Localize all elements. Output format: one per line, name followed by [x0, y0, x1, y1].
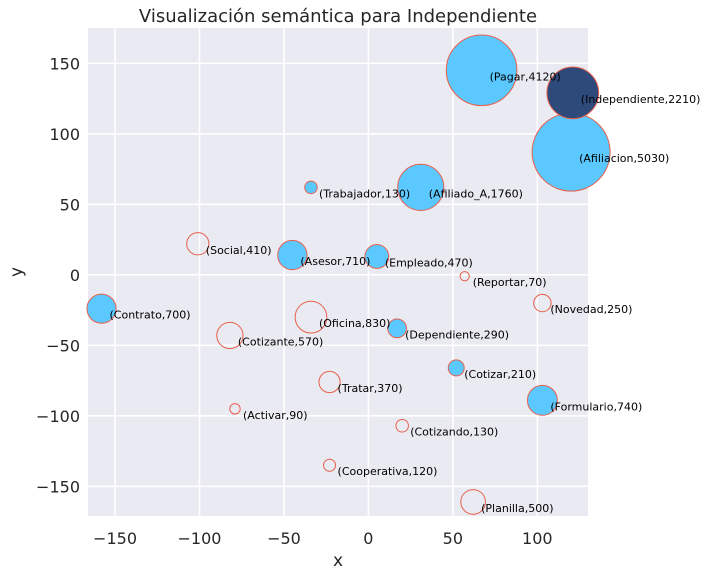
point-label: (Trabajador,130)	[319, 187, 410, 200]
point-label: (Pagar,4120)	[490, 70, 561, 83]
data-point	[387, 318, 407, 339]
y-tick-label: 150	[49, 54, 80, 73]
point-label: (Asesor,710)	[300, 255, 370, 268]
x-axis-label: x	[333, 551, 343, 571]
y-tick-label: −50	[46, 336, 80, 355]
x-tick-labels: −150 −100 −50 0 50 100	[93, 529, 553, 548]
point-labels: (Pagar,4120) (Independiente,2210) (Afiliac…	[110, 70, 701, 515]
plot-background	[88, 28, 588, 516]
point-label: (Empleado,470)	[385, 256, 473, 269]
point-label: (Cotizante,570)	[238, 335, 323, 348]
x-tick-label: −100	[178, 529, 222, 548]
point-label: (Social,410)	[206, 244, 272, 257]
data-point	[459, 271, 470, 282]
data-point	[323, 458, 337, 472]
chart-title: Visualización semántica para Independien…	[139, 6, 537, 27]
point-label: (Cotizar,210)	[464, 368, 536, 381]
x-tick-label: 0	[363, 529, 373, 548]
y-tick-label: 0	[70, 266, 80, 285]
data-point	[364, 244, 390, 269]
data-point	[533, 293, 552, 313]
point-label: (Tratar,370)	[338, 382, 403, 395]
x-tick-label: −50	[267, 529, 301, 548]
y-tick-labels: −150 −100 −50 0 50 100 150	[36, 54, 80, 496]
data-point	[397, 163, 445, 211]
point-label: (Novedad,250)	[550, 303, 632, 316]
data-points	[86, 34, 611, 515]
y-tick-label: −100	[36, 407, 80, 426]
data-point	[216, 321, 244, 350]
data-point	[395, 418, 409, 433]
point-label: (Oficina,830)	[319, 317, 390, 330]
y-tick-label: 100	[49, 125, 80, 144]
y-axis-label: y	[7, 267, 27, 277]
point-label: (Afiliacion,5030)	[579, 152, 669, 165]
point-label: (Planilla,500)	[481, 502, 553, 515]
x-tick-label: 50	[443, 529, 463, 548]
data-point	[86, 293, 117, 324]
data-point	[229, 403, 241, 415]
data-point	[186, 232, 210, 256]
data-point	[445, 34, 518, 107]
data-point	[447, 359, 465, 377]
point-label: (Formulario,740)	[550, 400, 642, 413]
data-point	[526, 384, 558, 416]
point-label: (Cooperativa,120)	[338, 465, 438, 478]
x-tick-label: −150	[93, 529, 137, 548]
point-label: (Reportar,70)	[473, 276, 547, 289]
point-label: (Activar,90)	[243, 409, 308, 422]
point-label: (Contrato,700)	[110, 309, 191, 322]
point-label: (Independiente,2210)	[581, 93, 701, 106]
data-point	[304, 180, 318, 195]
point-label: (Afiliado_A,1760)	[429, 187, 523, 200]
y-tick-label: −150	[36, 477, 80, 496]
x-tick-label: 100	[522, 529, 553, 548]
point-label: (Cotizando,130)	[410, 426, 498, 439]
data-point	[277, 239, 308, 271]
data-point	[546, 66, 600, 120]
point-label: (Dependiente,290)	[405, 328, 509, 341]
data-point	[318, 370, 341, 394]
data-point	[460, 489, 486, 515]
y-tick-label: 50	[60, 195, 80, 214]
data-point	[294, 300, 328, 334]
